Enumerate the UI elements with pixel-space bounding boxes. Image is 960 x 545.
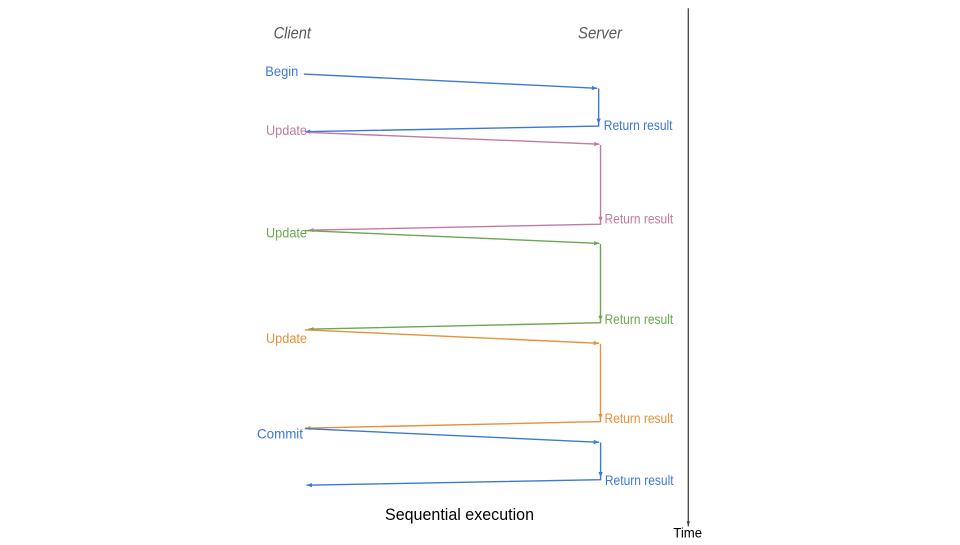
svg-text:Time: Time: [673, 525, 702, 540]
svg-text:Return result: Return result: [605, 472, 674, 488]
svg-text:Update: Update: [266, 122, 307, 138]
svg-text:Update: Update: [266, 330, 307, 346]
svg-text:Begin: Begin: [265, 63, 298, 79]
svg-text:Update: Update: [266, 225, 307, 241]
svg-text:Return result: Return result: [605, 210, 674, 226]
svg-text:Return result: Return result: [605, 311, 674, 327]
svg-text:Server: Server: [578, 25, 623, 43]
svg-text:Return result: Return result: [604, 117, 673, 133]
svg-text:Sequential execution: Sequential execution: [385, 505, 534, 524]
svg-text:Return result: Return result: [605, 410, 674, 426]
svg-text:Client: Client: [274, 25, 313, 43]
svg-text:Commit: Commit: [257, 426, 303, 442]
